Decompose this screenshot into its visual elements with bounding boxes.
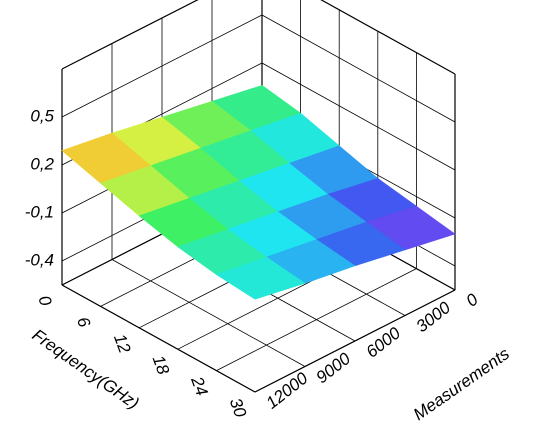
z-tick-label: 0,5 xyxy=(30,106,54,125)
y-tick-label: 9000 xyxy=(313,349,355,388)
x-tick-label: 18 xyxy=(149,353,174,378)
grid-line xyxy=(61,284,256,393)
x-tick-label: 12 xyxy=(110,331,135,356)
z-tick-label: -0,1 xyxy=(25,202,54,221)
y-axis-title: Measurements xyxy=(410,344,513,424)
z-tick-label: 0,2 xyxy=(30,154,54,173)
box-edge xyxy=(320,0,456,75)
y-tick-label: 0 xyxy=(463,290,483,311)
grid-line xyxy=(111,259,306,367)
surface-patch xyxy=(215,256,306,300)
x-tick-label: 6 xyxy=(73,314,94,330)
x-tick-label: 24 xyxy=(187,373,212,398)
grid-line xyxy=(261,62,456,171)
y-tick-label: 6000 xyxy=(363,323,405,362)
grid-line xyxy=(261,14,456,123)
z-tick-label: -0,4 xyxy=(25,250,54,269)
x-tick-label: 30 xyxy=(226,396,251,421)
x-tick-label: 0 xyxy=(34,293,55,309)
y-tick-label: 3000 xyxy=(413,298,455,337)
